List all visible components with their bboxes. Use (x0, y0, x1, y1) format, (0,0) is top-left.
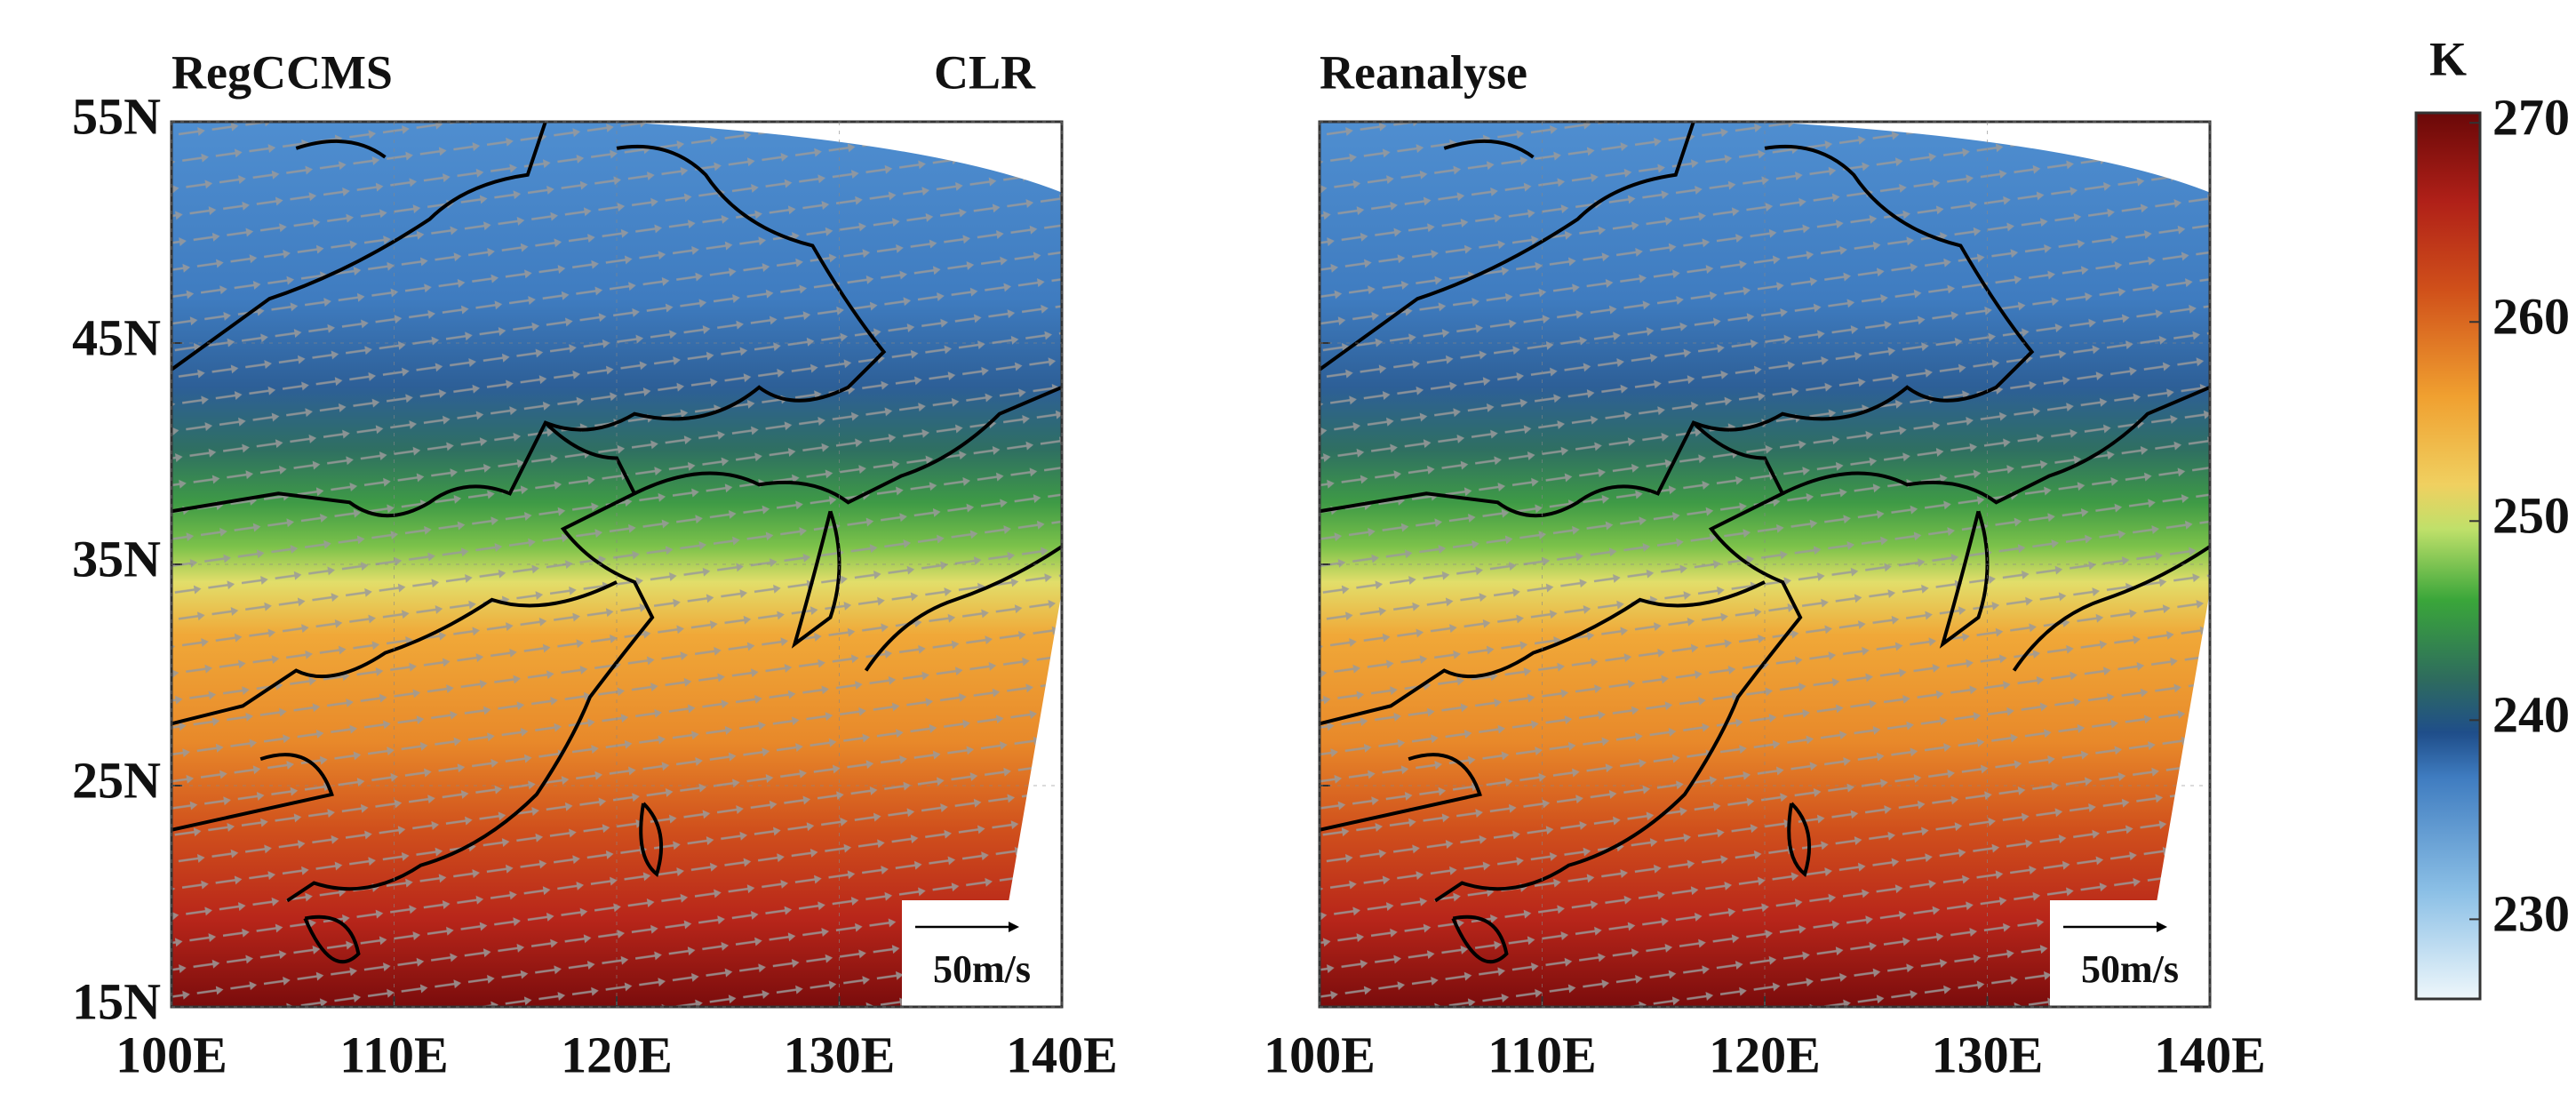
scale-box (2050, 900, 2210, 1007)
colorbar-tick-label: 240 (2492, 686, 2570, 744)
x-tick-label: 100E (1264, 1026, 1376, 1083)
projection-mask (1765, 122, 2210, 193)
x-tick-label: 110E (339, 1026, 449, 1083)
y-tick-label: 35N (72, 530, 161, 587)
scale-arrowhead (2157, 922, 2167, 932)
x-tick-label: 140E (2154, 1026, 2266, 1083)
colorbar-unit: K (2429, 32, 2467, 85)
x-tick-label: 100E (116, 1026, 227, 1083)
panel-title: Reanalyse (1320, 45, 1527, 99)
colorbar-tick-label: 270 (2492, 89, 2570, 147)
y-tick-label: 15N (72, 972, 161, 1030)
colorbar-tick-label: 250 (2492, 487, 2570, 545)
x-tick-label: 120E (561, 1026, 673, 1083)
x-tick-label: 110E (1487, 1026, 1597, 1083)
y-tick-label: 25N (72, 751, 161, 809)
colorbar-tick-label: 230 (2492, 885, 2570, 943)
x-tick-label: 130E (784, 1026, 896, 1083)
y-tick-label: 55N (72, 87, 161, 145)
x-tick-label: 130E (1932, 1026, 2044, 1083)
x-tick-label: 140E (1006, 1026, 1118, 1083)
colorbar-tick-label: 260 (2492, 288, 2570, 346)
x-tick-label: 120E (1709, 1026, 1821, 1083)
scale-box (902, 900, 1062, 1007)
panel-label: CLR (934, 45, 1036, 99)
projection-mask (617, 122, 1062, 193)
scale-label: 50m/s (2081, 947, 2179, 991)
scale-label: 50m/s (933, 947, 1031, 991)
colorbar (2414, 111, 2482, 1001)
panel-title: RegCCMS (171, 45, 393, 99)
scale-arrowhead (1009, 922, 1019, 932)
y-tick-label: 45N (72, 308, 161, 366)
